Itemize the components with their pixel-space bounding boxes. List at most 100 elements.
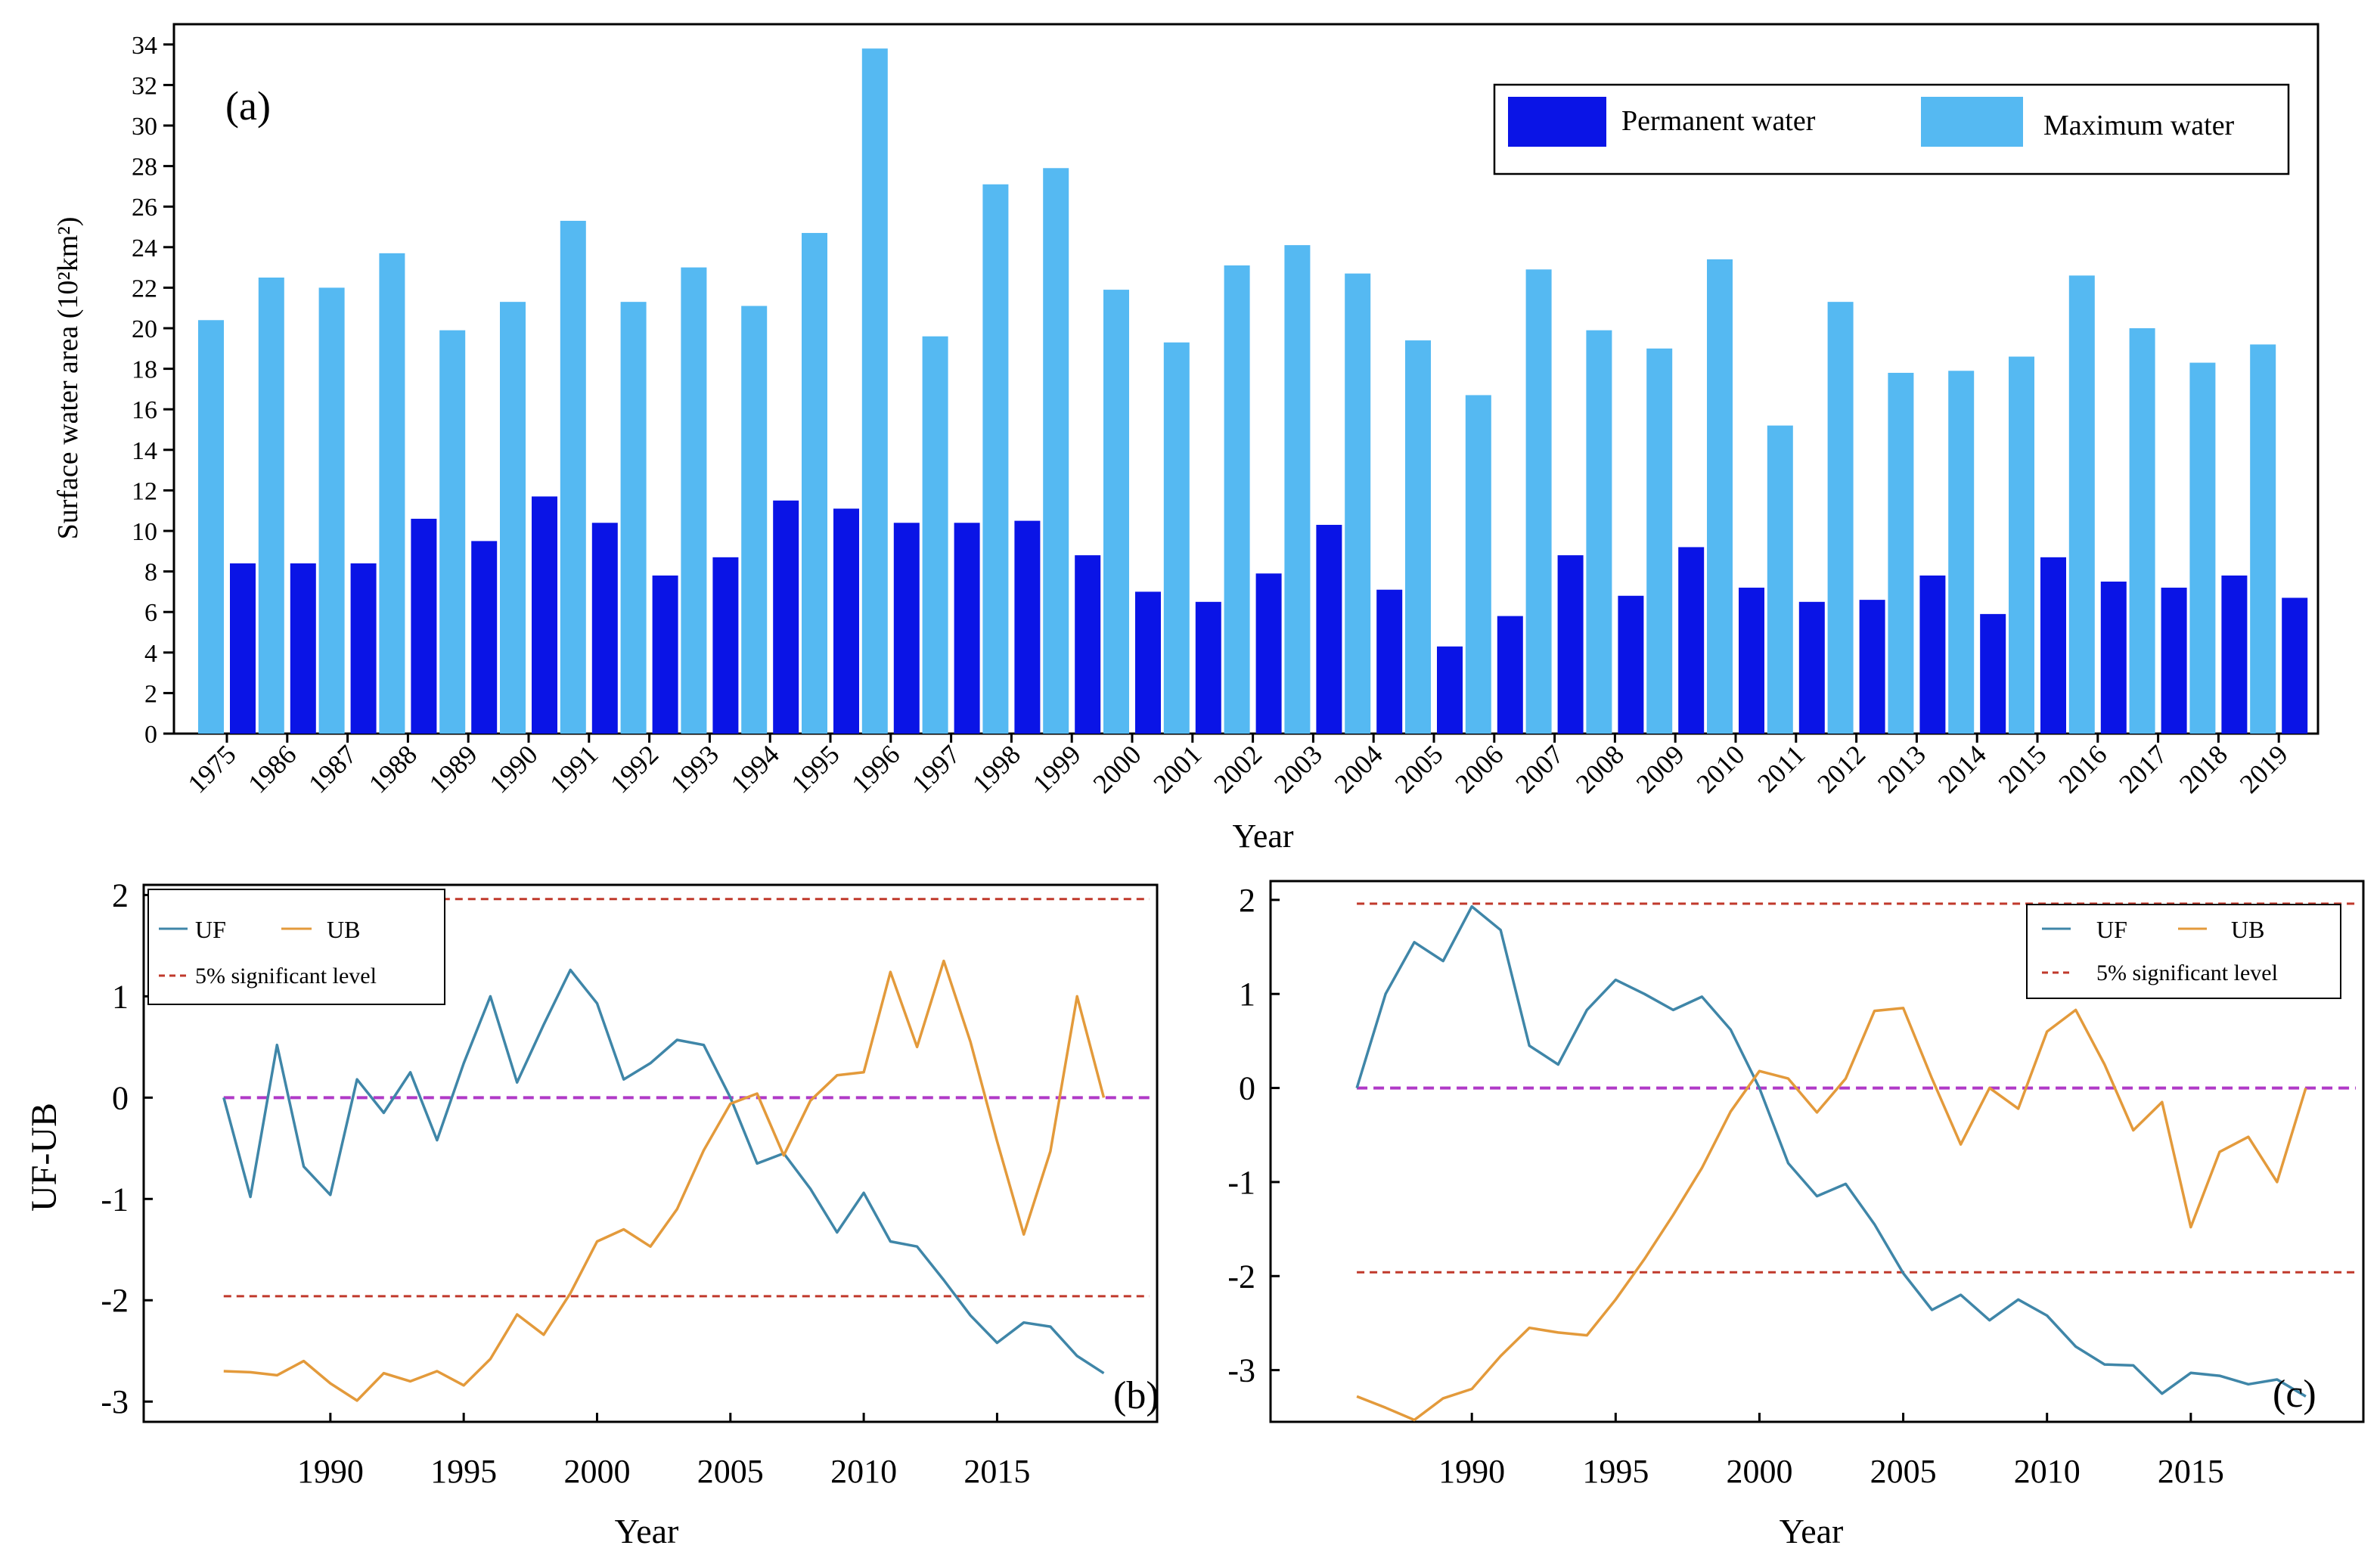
bar-maximum-2013: [1888, 372, 1914, 734]
x-tick-label-2013: 2013: [1872, 739, 1932, 799]
x-tick-label-2007: 2007: [1510, 739, 1569, 799]
y-tick-label-a: 26: [132, 194, 157, 222]
series-line-ub: [223, 959, 1106, 1402]
x-tick-label-1997: 1997: [906, 739, 966, 799]
y-axis-label-a: Surface water area (10²km²): [52, 217, 84, 540]
x-tick-label-1993: 1993: [665, 739, 725, 799]
bar-maximum-2004: [1345, 273, 1371, 734]
y-tick-label-a: 32: [132, 72, 157, 100]
bar-maximum-2012: [1827, 302, 1854, 734]
panel-label-a: (a): [225, 83, 271, 129]
x-tick-label-2018: 2018: [2174, 739, 2233, 799]
x-tick-label-1999: 1999: [1027, 739, 1087, 799]
x-axis-label-b: Year: [615, 1512, 679, 1550]
bar-permanent-1996: [893, 523, 920, 734]
bar-maximum-1991: [560, 220, 586, 734]
bar-permanent-1986: [290, 563, 316, 734]
bar-permanent-2017: [2161, 588, 2187, 734]
bar-permanent-1994: [773, 500, 799, 734]
bar-permanent-2003: [1316, 524, 1342, 734]
y-tick-label-c: 2: [1239, 882, 1255, 919]
y-tick-label-b: 0: [112, 1079, 129, 1116]
series-line-ub: [1356, 1007, 2307, 1422]
y-tick-label-c: 1: [1239, 976, 1255, 1013]
legend-b: UF UB 5% significant level: [147, 889, 445, 1005]
x-tick-label-b: 2000: [563, 1453, 630, 1490]
bar-maximum-2008: [1586, 330, 1612, 734]
x-tick-label-2016: 2016: [2053, 739, 2112, 799]
y-tick-label-a: 6: [144, 599, 157, 627]
x-tick-label-1988: 1988: [363, 739, 423, 799]
legend-swatch-maximum: [1921, 97, 2023, 147]
plot-frame-b: [142, 883, 1159, 1423]
x-tick-label-b: 2005: [697, 1453, 764, 1490]
x-tick-label-2017: 2017: [2113, 739, 2173, 799]
bar-permanent-1987: [350, 563, 377, 734]
y-tick-label-a: 16: [132, 396, 157, 424]
x-tick-label-2010: 2010: [1690, 739, 1750, 799]
y-tick-label-a: 12: [132, 477, 157, 505]
x-tick-label-2006: 2006: [1449, 739, 1509, 799]
y-tick-label-a: 10: [132, 518, 157, 546]
y-tick-label-a: 22: [132, 275, 157, 303]
bar-permanent-1998: [1014, 520, 1041, 734]
x-tick-label-1989: 1989: [424, 739, 483, 799]
bar-permanent-1975: [230, 563, 256, 734]
x-tick-label-2011: 2011: [1752, 739, 1811, 798]
bar-maximum-2005: [1405, 340, 1431, 734]
bar-permanent-1997: [954, 523, 980, 734]
y-tick-label-b: 1: [112, 978, 129, 1015]
panel-label-c: (c): [2273, 1373, 2316, 1416]
y-tick-label-b: 2: [112, 877, 129, 914]
x-axis-label-c: Year: [1780, 1512, 1844, 1550]
y-tick-label-b: -2: [101, 1282, 129, 1319]
bar-maximum-1975: [198, 320, 224, 734]
x-tick-label-2019: 2019: [2234, 739, 2294, 799]
bar-permanent-1992: [652, 575, 678, 734]
bar-permanent-1991: [591, 523, 618, 734]
x-tick-label-c: 2010: [2014, 1453, 2081, 1490]
legend-label-uf-b: UF: [195, 916, 226, 943]
x-tick-label-b: 2015: [963, 1453, 1030, 1490]
bar-maximum-2014: [1948, 371, 1975, 734]
bar-maximum-1999: [1043, 168, 1069, 734]
bar-maximum-1995: [802, 233, 827, 734]
bar-permanent-2004: [1376, 589, 1403, 734]
series-line-uf: [222, 968, 1105, 1375]
bar-maximum-1990: [500, 302, 526, 734]
bar-maximum-1993: [681, 267, 707, 734]
y-tick-label-a: 18: [132, 356, 157, 384]
x-tick-label-1992: 1992: [604, 739, 664, 799]
bar-maximum-2006: [1465, 395, 1491, 734]
bar-permanent-1999: [1075, 555, 1101, 734]
x-tick-label-1987: 1987: [303, 739, 362, 799]
x-tick-label-c: 2005: [1870, 1453, 1937, 1490]
y-tick-label-a: 8: [144, 559, 157, 587]
bar-maximum-1992: [620, 302, 647, 734]
bar-permanent-1993: [712, 557, 739, 734]
legend-swatch-permanent: [1508, 97, 1606, 147]
bar-maximum-2018: [2189, 362, 2216, 734]
bar-permanent-1988: [411, 518, 437, 734]
bar-maximum-2003: [1284, 245, 1311, 734]
bar-maximum-2000: [1103, 290, 1129, 734]
bar-permanent-2008: [1618, 595, 1644, 734]
legend-a: Permanent water Maximum water: [1493, 83, 2290, 175]
x-tick-label-1991: 1991: [544, 739, 604, 799]
y-tick-label-a: 30: [132, 113, 157, 141]
line-chart-panel-b: -3 -2 -1 0 1 2 1990 1995 2000 2005 2010 2015 (b) U…: [24, 877, 1159, 1550]
x-tick-label-1975: 1975: [182, 739, 241, 799]
bar-maximum-2009: [1646, 348, 1673, 734]
bar-maximum-2016: [2068, 275, 2095, 734]
bar-maximum-1988: [379, 253, 405, 734]
bar-permanent-2016: [2100, 582, 2127, 734]
bar-maximum-1997: [922, 336, 948, 734]
bar-permanent-2012: [1859, 600, 1885, 734]
bar-maximum-2011: [1767, 425, 1793, 734]
x-tick-label-2002: 2002: [1208, 739, 1268, 799]
bar-permanent-2006: [1497, 616, 1523, 734]
bar-maximum-1987: [318, 287, 345, 734]
bar-maximum-2007: [1525, 269, 1552, 734]
legend-label-uf-c: UF: [2096, 916, 2127, 943]
x-tick-label-2008: 2008: [1570, 739, 1630, 799]
